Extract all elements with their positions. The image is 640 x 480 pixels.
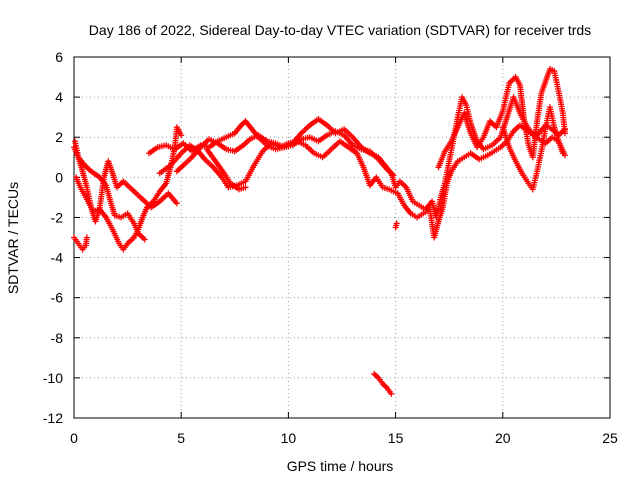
grid-layer — [74, 57, 610, 418]
plot-frame — [73, 56, 611, 419]
x-tick-label: 25 — [602, 430, 618, 446]
x-tick-label: 15 — [388, 430, 404, 446]
x-tick-label: 10 — [281, 430, 297, 446]
data-point — [141, 236, 148, 243]
y-tick-label: -6 — [51, 290, 64, 306]
series-track-9 — [435, 66, 568, 171]
y-tick-label: -10 — [43, 370, 63, 386]
series-track-7 — [173, 128, 397, 179]
data-point — [388, 390, 395, 397]
x-tick-label: 5 — [177, 430, 185, 446]
y-tick-label: -12 — [43, 410, 63, 426]
x-axis-title: GPS time / hours — [287, 458, 394, 474]
series-track-10 — [499, 104, 566, 193]
y-tick-label: 6 — [55, 49, 63, 65]
series-track-3 — [71, 144, 148, 243]
series-track-8 — [203, 146, 249, 193]
data-point — [83, 234, 90, 241]
data-marks — [71, 66, 568, 397]
series-track-1 — [71, 234, 90, 253]
data-point — [393, 220, 400, 227]
data-point — [178, 132, 185, 139]
x-tick-label: 20 — [495, 430, 511, 446]
data-point — [173, 200, 180, 207]
data-point — [242, 184, 249, 191]
series-track-12 — [392, 220, 400, 231]
y-tick-label: 2 — [55, 129, 63, 145]
chart-title: Day 186 of 2022, Sidereal Day-to-day VTE… — [89, 22, 591, 38]
y-tick-label: 0 — [55, 169, 63, 185]
data-point — [559, 150, 566, 157]
y-tick-label: -2 — [51, 209, 64, 225]
data-point — [561, 130, 568, 137]
y-tick-label: 4 — [55, 89, 63, 105]
data-point — [390, 172, 397, 179]
y-tick-label: -4 — [51, 250, 64, 266]
series-track-11 — [371, 370, 395, 397]
y-axis-title: SDTVAR / TECUs — [5, 182, 21, 294]
x-tick-label: 0 — [70, 430, 78, 446]
y-tick-label: -8 — [51, 330, 64, 346]
series-track-4 — [73, 124, 185, 253]
